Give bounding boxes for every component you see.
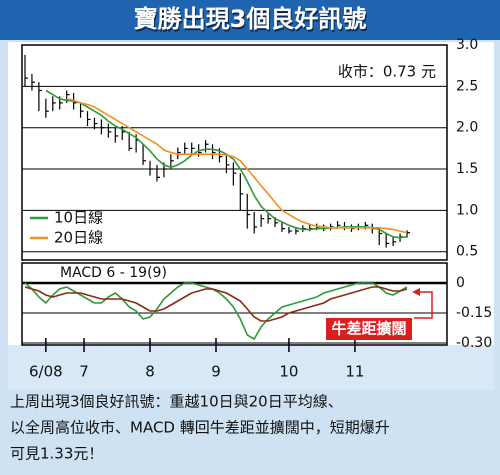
legend-label: 20日線: [54, 229, 103, 247]
close-annotation: 收市：0.73 元: [338, 63, 436, 81]
caption-line: 以全周高位收市、MACD 轉回牛差距並擴闊中，短期爆升: [10, 419, 390, 437]
y-tick-label: 1.0: [456, 202, 478, 218]
y-tick-label: -0.30: [456, 335, 492, 351]
x-tick-label: 9: [211, 363, 221, 381]
x-tick-label: 6/08: [29, 363, 63, 381]
y-tick-label: 3.0: [456, 37, 478, 53]
y-tick-label: 0.5: [456, 244, 478, 260]
panel-frame: [21, 262, 448, 346]
legend-label: 10日線: [54, 209, 103, 227]
series-line: [66, 98, 408, 234]
title-shadow: 寶勝出現3個良好訊號: [135, 7, 368, 35]
annotation-arrow: [414, 291, 433, 319]
series-line: [24, 286, 408, 322]
caption-line: 上周出現3個良好訊號：重越10日與20日平均線、: [10, 393, 343, 411]
panel-frame: [21, 44, 448, 261]
caption-line: 可見1.33元！: [10, 445, 103, 463]
x-tick-label: 7: [79, 363, 89, 381]
title-band: [0, 0, 500, 40]
arrow-head: [412, 288, 420, 296]
y-tick-label: 2.0: [456, 120, 478, 136]
y-tick-label: 2.5: [456, 78, 478, 94]
annotation-box: [326, 318, 412, 340]
x-tick-label: 11: [345, 363, 364, 381]
chart-area: [8, 42, 494, 390]
plot: 3.0 2.5 2.0 1.5 1.0 0.5 收市：0.73 元 10日線 20日線 6/08 7…: [21, 37, 492, 381]
macd-label: MACD 6 - 19(9): [60, 265, 167, 281]
x-tick-label: 8: [145, 363, 155, 381]
series-line: [24, 282, 408, 341]
y-tick-label: 1.5: [456, 161, 478, 177]
x-tick-label: 10: [279, 363, 298, 381]
x-axis-band: [8, 345, 494, 390]
y-tick-label: -0.15: [456, 305, 492, 321]
title: 寶勝出現3個良好訊號: [134, 5, 367, 33]
annotation: 牛差距擴闊: [331, 320, 406, 338]
y-tick-label: 0: [456, 275, 465, 291]
